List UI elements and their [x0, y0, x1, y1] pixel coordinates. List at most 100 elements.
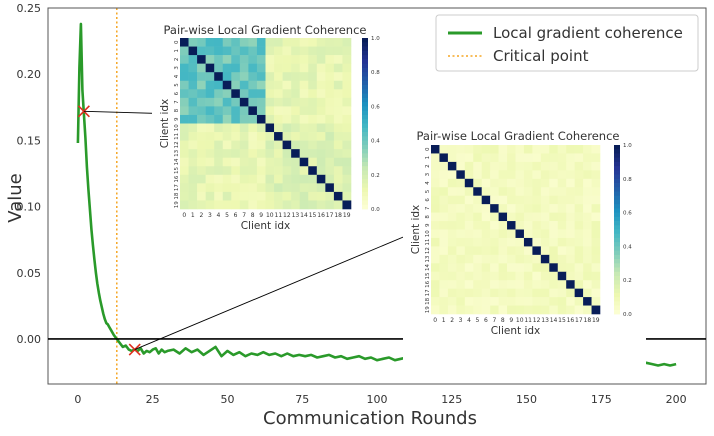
heatmap-cell	[274, 46, 283, 56]
heatmap-cell	[342, 80, 352, 90]
heatmap-y-tick: 9	[425, 223, 431, 227]
heatmap-cell	[540, 305, 550, 315]
heatmap-cell	[439, 297, 449, 306]
heatmap-cell	[431, 221, 440, 230]
heatmap-cell	[591, 153, 601, 163]
heatmap-cell	[473, 161, 482, 171]
heatmap-cell	[591, 204, 601, 213]
colorbar-segment	[362, 200, 368, 206]
colorbar-segment	[362, 132, 368, 137]
colorbar-tick: 0.4	[623, 244, 632, 250]
heatmap-cell	[256, 80, 266, 90]
heatmap-cell	[540, 254, 550, 264]
heatmap-cell	[274, 89, 283, 99]
heatmap-cell	[439, 271, 449, 281]
heatmap-cell	[291, 132, 300, 141]
heatmap-cell	[498, 229, 508, 239]
colorbar-segment	[362, 38, 368, 43]
heatmap-cell	[515, 254, 525, 264]
heatmap-cell	[333, 140, 343, 150]
heatmap-cell	[308, 149, 318, 158]
heatmap-cell	[299, 157, 309, 167]
heatmap-cell	[490, 254, 499, 264]
x-tick-label: 200	[666, 393, 687, 406]
colorbar-tick: 0.6	[371, 104, 380, 110]
colorbar-segment	[362, 204, 368, 210]
heatmap-cell	[498, 195, 508, 205]
heatmap-cell	[197, 191, 206, 201]
heatmap-cell	[188, 174, 198, 184]
colorbar-segment	[362, 149, 368, 154]
heatmap-cell	[583, 254, 592, 264]
heatmap-cell	[197, 123, 206, 133]
heatmap-cell	[256, 72, 266, 82]
heatmap-cell	[532, 221, 542, 230]
heatmap-cell	[256, 89, 266, 99]
heatmap-cell	[248, 183, 258, 193]
heatmap-x-tick: 4	[217, 212, 221, 219]
heatmap-inset: Pair-wise Local Gradient Coherence001122…	[134, 128, 646, 367]
colorbar-segment	[614, 199, 620, 205]
heatmap-cell	[197, 166, 206, 176]
heatmap-x-tick: 17	[326, 212, 334, 219]
heatmap-cell	[507, 297, 516, 306]
heatmap-cell	[456, 145, 466, 154]
heatmap-cell	[515, 263, 525, 273]
heatmap-cell	[214, 183, 224, 193]
heatmap-cell	[549, 170, 559, 180]
heatmap-cell	[464, 145, 474, 154]
heatmap-cell	[583, 145, 592, 154]
heatmap-cell	[473, 170, 482, 180]
heatmap-cell	[188, 38, 198, 47]
heatmap-cell	[265, 174, 275, 184]
heatmap-cell	[308, 89, 318, 99]
colorbar-segment	[362, 76, 368, 82]
heatmap-cell	[439, 263, 449, 273]
colorbar-segment	[614, 225, 620, 230]
heatmap-cell	[447, 178, 457, 188]
heatmap-cell	[299, 55, 309, 64]
heatmap-cell	[325, 72, 335, 82]
heatmap-cell	[248, 140, 258, 150]
heatmap-cell	[515, 305, 525, 315]
heatmap-cell	[447, 204, 457, 213]
heatmap-cell	[214, 80, 224, 90]
heatmap-cell	[274, 191, 283, 201]
heatmap-y-label: Client idx	[159, 99, 171, 149]
heatmap-cell	[256, 191, 266, 201]
colorbar-segment	[362, 161, 368, 167]
heatmap-cell	[490, 271, 499, 281]
heatmap-cell	[188, 97, 198, 107]
heatmap-cell	[523, 246, 533, 256]
heatmap-cell	[447, 280, 457, 289]
heatmap-cell	[515, 212, 525, 222]
heatmap-cell	[265, 97, 275, 107]
heatmap-cell	[490, 246, 499, 256]
heatmap-cell	[515, 145, 525, 154]
heatmap-cell	[591, 170, 601, 180]
heatmap-cell	[231, 97, 241, 107]
heatmap-cell	[515, 288, 525, 298]
heatmap-cell	[574, 221, 584, 230]
heatmap-cell	[248, 106, 258, 116]
heatmap-cell	[265, 63, 275, 73]
heatmap-cell	[464, 237, 474, 247]
heatmap-cell	[291, 38, 300, 47]
heatmap-cell	[180, 114, 189, 124]
colorbar-segment	[614, 149, 620, 154]
heatmap-cell	[333, 149, 343, 158]
heatmap-cell	[205, 89, 215, 99]
heatmap-cell	[282, 183, 292, 193]
heatmap-cell	[481, 246, 491, 256]
heatmap-cell	[532, 297, 542, 306]
colorbar-segment	[614, 183, 620, 188]
heatmap-y-tick: 13	[425, 255, 431, 262]
heatmap-cell	[498, 263, 508, 273]
heatmap-cell	[566, 170, 575, 180]
heatmap-y-tick: 17	[174, 184, 180, 191]
heatmap-cell	[239, 157, 249, 167]
heatmap-y-label: Client idx	[410, 205, 422, 255]
heatmap-cell	[308, 97, 318, 107]
heatmap-cell	[274, 63, 283, 73]
